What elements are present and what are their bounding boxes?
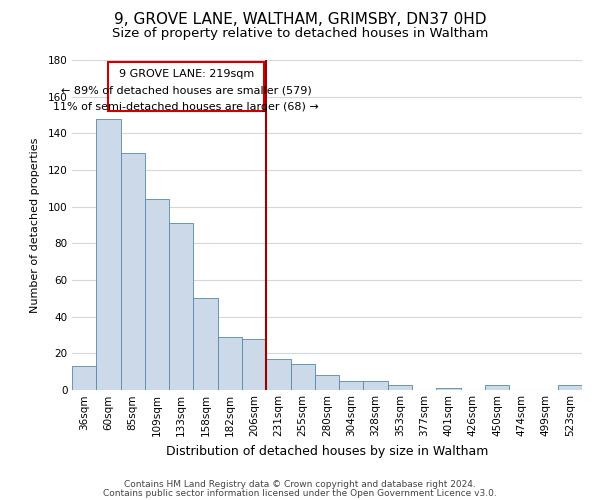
Bar — [290, 364, 315, 390]
Text: Contains HM Land Registry data © Crown copyright and database right 2024.: Contains HM Land Registry data © Crown c… — [124, 480, 476, 489]
Bar — [266, 359, 290, 390]
Bar — [96, 118, 121, 390]
Bar — [72, 366, 96, 390]
Bar — [315, 376, 339, 390]
FancyBboxPatch shape — [109, 62, 264, 112]
Text: 9, GROVE LANE, WALTHAM, GRIMSBY, DN37 0HD: 9, GROVE LANE, WALTHAM, GRIMSBY, DN37 0H… — [114, 12, 486, 28]
Bar — [339, 381, 364, 390]
Bar — [558, 384, 582, 390]
Bar — [193, 298, 218, 390]
Y-axis label: Number of detached properties: Number of detached properties — [30, 138, 40, 312]
Bar — [388, 384, 412, 390]
Bar — [145, 200, 169, 390]
Text: 9 GROVE LANE: 219sqm: 9 GROVE LANE: 219sqm — [119, 69, 254, 79]
X-axis label: Distribution of detached houses by size in Waltham: Distribution of detached houses by size … — [166, 444, 488, 458]
Bar — [436, 388, 461, 390]
Bar — [121, 154, 145, 390]
Bar — [242, 338, 266, 390]
Bar — [364, 381, 388, 390]
Bar — [218, 337, 242, 390]
Bar — [485, 384, 509, 390]
Text: Size of property relative to detached houses in Waltham: Size of property relative to detached ho… — [112, 28, 488, 40]
Bar — [169, 223, 193, 390]
Text: ← 89% of detached houses are smaller (579): ← 89% of detached houses are smaller (57… — [61, 86, 311, 96]
Text: Contains public sector information licensed under the Open Government Licence v3: Contains public sector information licen… — [103, 488, 497, 498]
Text: 11% of semi-detached houses are larger (68) →: 11% of semi-detached houses are larger (… — [53, 102, 319, 112]
